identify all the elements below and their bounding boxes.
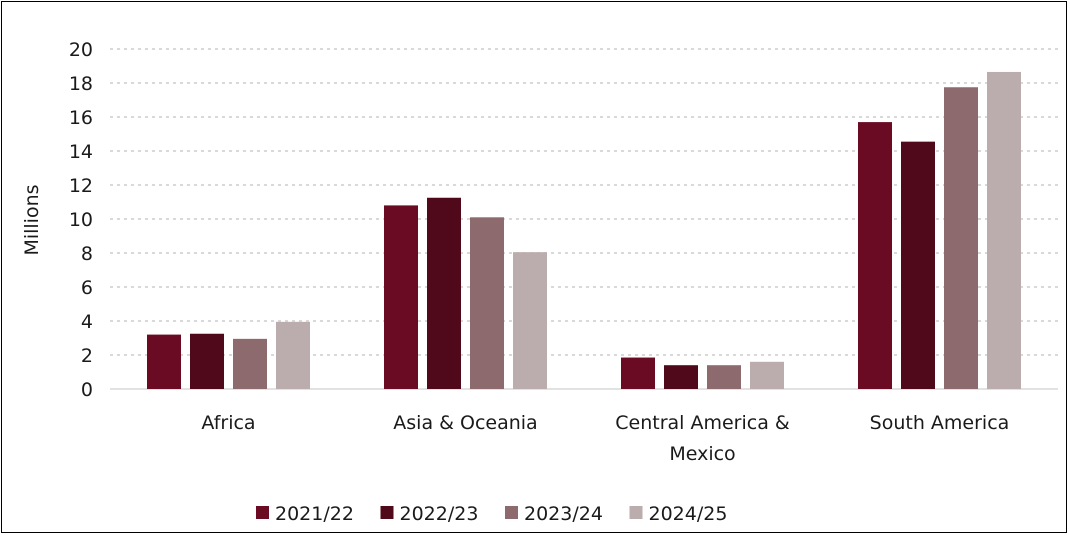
bar — [707, 365, 741, 389]
bar — [858, 122, 892, 389]
bar — [384, 205, 418, 389]
legend-label: 2024/25 — [649, 503, 728, 525]
legend-swatch — [256, 506, 269, 519]
bar — [664, 365, 698, 389]
legend-label: 2022/23 — [400, 503, 479, 525]
y-tick-label: 14 — [69, 141, 93, 163]
y-tick-label: 6 — [81, 277, 93, 299]
y-tick-label: 12 — [69, 175, 93, 197]
y-tick-label: 16 — [69, 107, 93, 129]
x-tick-label: Africa — [201, 412, 255, 434]
bar — [621, 357, 655, 389]
bar — [276, 321, 310, 389]
legend-swatch — [505, 506, 518, 519]
bar — [427, 197, 461, 389]
legend-swatch — [629, 506, 643, 519]
y-tick-label: 4 — [81, 311, 93, 333]
y-tick-label: 0 — [81, 379, 93, 401]
y-tick-label: 8 — [81, 243, 93, 265]
y-tick-label: 20 — [69, 39, 93, 61]
y-tick-label: 2 — [81, 345, 93, 367]
bar — [470, 217, 504, 389]
x-tick-label: Asia & Oceania — [393, 412, 537, 434]
bar — [147, 334, 181, 389]
legend-swatch — [380, 506, 394, 519]
bar — [233, 338, 267, 389]
x-tick-label: Central America & — [615, 412, 790, 434]
bar — [513, 252, 547, 389]
x-tick-label: Mexico — [669, 443, 735, 465]
bar — [987, 71, 1021, 389]
y-tick-label: 10 — [69, 209, 93, 231]
x-tick-label: South America — [870, 412, 1010, 434]
bar — [901, 141, 935, 389]
legend-label: 2021/22 — [275, 503, 354, 525]
bar — [190, 333, 224, 389]
legend-label: 2023/24 — [524, 503, 603, 525]
bar — [944, 87, 978, 389]
y-tick-label: 18 — [69, 73, 93, 95]
y-axis-label: Millions — [21, 184, 43, 255]
bar — [750, 361, 784, 389]
